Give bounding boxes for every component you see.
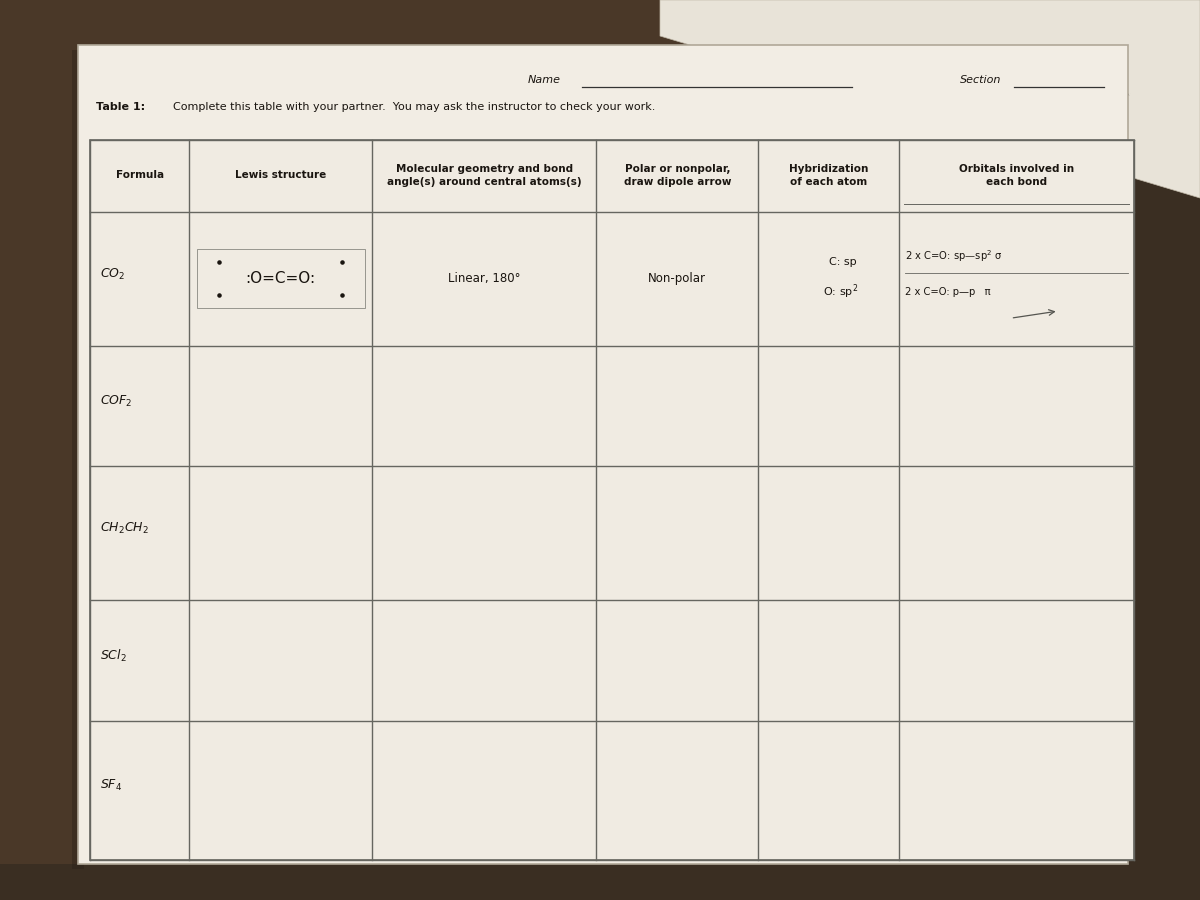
Text: atoms
atom: atoms atom	[1102, 75, 1130, 105]
Text: COF$_2$: COF$_2$	[100, 394, 132, 409]
Text: 2 x C=O: sp—sp$^2$ σ: 2 x C=O: sp—sp$^2$ σ	[905, 248, 1003, 264]
FancyBboxPatch shape	[78, 45, 1128, 864]
FancyBboxPatch shape	[0, 0, 1200, 63]
Text: SF$_4$: SF$_4$	[100, 778, 122, 793]
Text: Non-polar: Non-polar	[648, 272, 707, 285]
Text: Polar or nonpolar,
draw dipole arrow: Polar or nonpolar, draw dipole arrow	[624, 164, 731, 187]
Text: SCl$_2$: SCl$_2$	[100, 648, 126, 664]
Text: CO$_2$: CO$_2$	[100, 266, 125, 282]
Text: :O=C=O:: :O=C=O:	[246, 271, 316, 286]
FancyBboxPatch shape	[0, 864, 1200, 900]
FancyBboxPatch shape	[197, 249, 365, 309]
FancyBboxPatch shape	[0, 0, 96, 900]
Text: O: sp$^2$: O: sp$^2$	[823, 283, 858, 302]
Text: Complete this table with your partner.  You may ask the instructor to check your: Complete this table with your partner. Y…	[166, 103, 655, 112]
Text: Name: Name	[528, 75, 562, 85]
Text: C: sp: C: sp	[829, 257, 857, 267]
Text: Hybridization
of each atom: Hybridization of each atom	[788, 164, 869, 187]
FancyBboxPatch shape	[1104, 0, 1200, 900]
Text: Table 1:: Table 1:	[96, 103, 145, 112]
Text: Molecular geometry and bond
angle(s) around central atoms(s): Molecular geometry and bond angle(s) aro…	[386, 164, 582, 187]
Text: Hybridization
of each
atom: Hybridization of each atom	[1014, 58, 1050, 104]
Text: Section: Section	[938, 46, 958, 71]
Text: CH$_2$CH$_2$: CH$_2$CH$_2$	[100, 521, 149, 536]
FancyBboxPatch shape	[72, 50, 84, 868]
Text: Lewis structure: Lewis structure	[235, 170, 326, 181]
Text: Linear, 180°: Linear, 180°	[448, 272, 521, 285]
Text: 2 x C=O: p—p   π: 2 x C=O: p—p π	[905, 287, 991, 297]
Text: Section: Section	[960, 75, 1001, 85]
Text: Orbitals involved in
each bond: Orbitals involved in each bond	[959, 164, 1074, 187]
FancyBboxPatch shape	[90, 140, 1134, 859]
Text: Formula: Formula	[115, 170, 163, 181]
Polygon shape	[660, 0, 1200, 198]
